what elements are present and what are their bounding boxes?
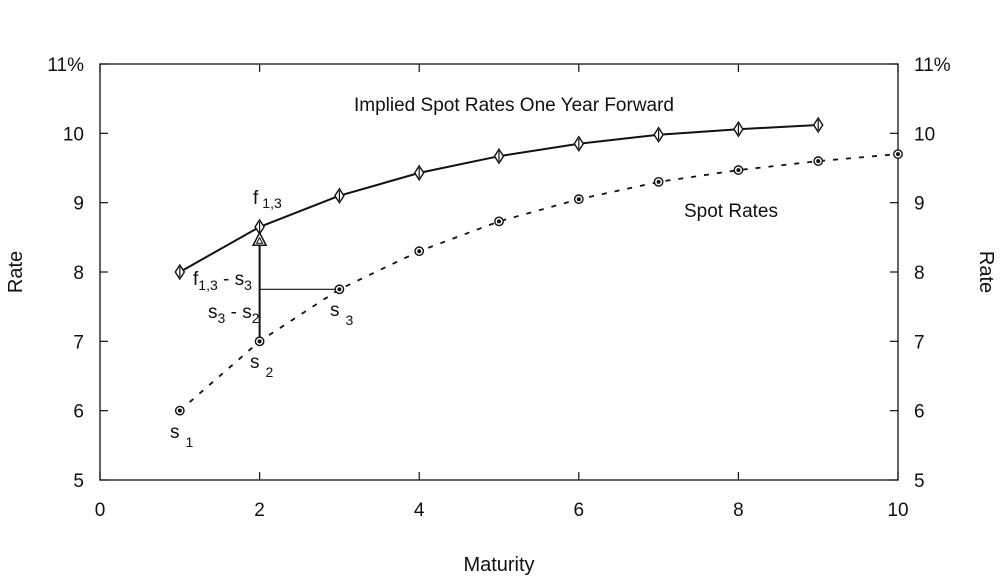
y-tick-label-right: 10 <box>914 124 935 145</box>
data-point-diamond <box>573 135 585 153</box>
data-point-circle <box>334 284 345 295</box>
data-point-diamond <box>413 164 425 182</box>
y-tick-label-right: 6 <box>914 402 925 423</box>
x-tick-label: 2 <box>254 500 265 521</box>
data-point-circle <box>174 405 185 416</box>
difference-guides <box>258 240 340 342</box>
y-tick-label-left: 5 <box>73 471 84 492</box>
x-tick-label: 10 <box>887 500 908 521</box>
y-tick-label-left: 6 <box>73 402 84 423</box>
data-point-diamond <box>493 147 505 165</box>
y-tick-label-left: 11% <box>47 55 84 76</box>
data-point-diamond <box>733 120 744 138</box>
y-tick-label-right: 8 <box>914 263 925 284</box>
y-axis-title-right: Rate <box>975 251 997 293</box>
data-point-circle <box>573 194 584 205</box>
y-tick-label-left: 8 <box>73 263 84 284</box>
data-point-circle <box>813 156 824 166</box>
data-point-diamond <box>174 263 186 281</box>
x-tick-label: 0 <box>95 500 106 521</box>
y-axis-title-left: Rate <box>5 251 27 293</box>
series-line-spot <box>179 153 899 412</box>
x-axis-title: Maturity <box>463 554 534 576</box>
data-point-diamond <box>812 116 824 134</box>
data-point-circle <box>653 176 664 187</box>
data-point-circle <box>414 246 425 257</box>
label-s3-minus-s2: s3 - s2 <box>208 302 260 326</box>
data-point-circle <box>893 149 903 160</box>
data-point-circle <box>733 165 744 175</box>
y-tick-label-right: 7 <box>914 332 925 353</box>
y-tick-label-right: 9 <box>914 194 925 215</box>
label-f13: f 1,3 <box>253 188 282 211</box>
y-tick-label-right: 11% <box>914 55 951 76</box>
data-point-circle <box>494 216 504 227</box>
series-label-spot: Spot Rates <box>684 201 778 222</box>
data-point-diamond <box>653 126 664 144</box>
y-tick-label-left: 10 <box>63 124 84 145</box>
marker-layer <box>174 116 903 416</box>
series-label-forward: Implied Spot Rates One Year Forward <box>354 95 674 116</box>
x-tick-label: 6 <box>574 500 585 521</box>
x-tick-label: 4 <box>414 500 425 521</box>
data-point-triangle <box>251 231 268 247</box>
y-tick-label-left: 9 <box>73 194 84 215</box>
y-tick-label-left: 7 <box>73 332 84 353</box>
data-point-diamond <box>334 187 345 205</box>
x-tick-label: 8 <box>733 500 744 521</box>
axis-ticks: 0 2 4 6 8 10 5 5 6 6 7 7 8 8 9 9 10 10 11% 11% <box>47 55 950 521</box>
label-f13-minus-s3: f1,3 - s3 <box>193 269 252 293</box>
data-point-circle <box>254 336 265 347</box>
series-layer <box>179 124 899 412</box>
y-tick-label-right: 5 <box>914 471 925 492</box>
